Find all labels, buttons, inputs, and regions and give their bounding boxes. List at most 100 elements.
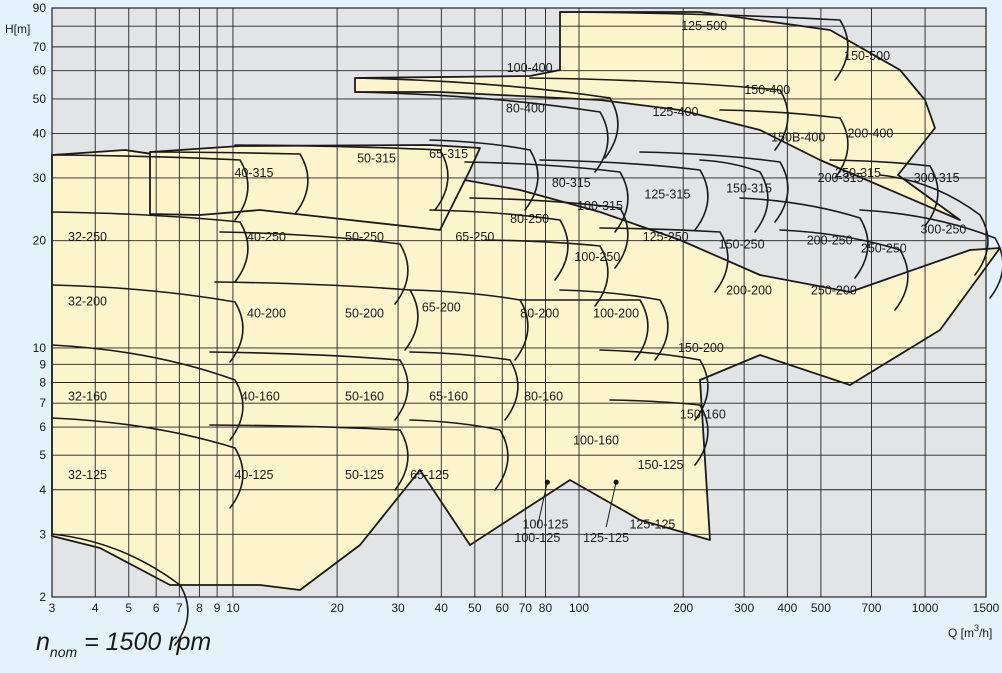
pump-label-100-160: 100-160 <box>573 433 619 447</box>
speed-value: = 1500 rpm <box>77 628 212 656</box>
pump-curve <box>484 239 609 307</box>
x-tick-label: 80 <box>539 601 553 615</box>
y-tick-label: 8 <box>39 376 46 390</box>
pump-curve <box>51 533 189 646</box>
callout-leader <box>605 482 617 528</box>
y-tick-label: 40 <box>33 126 47 140</box>
callout-leader <box>536 482 548 528</box>
y-tick-label: 6 <box>39 420 46 434</box>
pump-label-40-250: 40-250 <box>247 230 286 244</box>
pump-label-65-250: 65-250 <box>455 230 494 244</box>
pump-curve <box>559 11 849 81</box>
pump-label-65-200: 65-200 <box>422 300 461 314</box>
x-tick-label: 70 <box>519 601 533 615</box>
pump-label-32-160: 32-160 <box>68 390 107 404</box>
pump-curve <box>51 154 249 221</box>
x-tick-label: 10 <box>226 601 240 615</box>
pump-label-150-200: 150-200 <box>678 341 724 355</box>
y-tick-label: 7 <box>39 396 46 410</box>
x-tick-label: 6 <box>153 601 160 615</box>
pump-label-80-315: 80-315 <box>552 176 591 190</box>
pump-curve <box>779 229 909 311</box>
pump-label-40-200: 40-200 <box>247 306 286 320</box>
pump-curve <box>859 209 1002 299</box>
pump-curve <box>559 289 669 361</box>
x-tick-label: 60 <box>496 601 510 615</box>
pump-curve <box>469 197 629 269</box>
pump-curve <box>699 159 769 233</box>
pump-curve <box>609 399 709 466</box>
pump-curve <box>529 77 789 151</box>
pump-label-125-125: 125-125 <box>629 517 675 531</box>
pump-curve <box>219 231 409 305</box>
callout-label-125-125: 125-125 <box>583 531 629 545</box>
pump-label-50-200: 50-200 <box>345 306 384 320</box>
pump-curve <box>429 139 539 211</box>
x-tick-label: 400 <box>777 601 797 615</box>
pump-curve <box>429 209 569 281</box>
x-axis-title-text: Q [m <box>948 626 974 640</box>
pump-label-150b-400: 150B-400 <box>771 130 825 144</box>
pump-curve <box>149 151 309 215</box>
y-tick-label: 2 <box>39 590 46 604</box>
pump-label-150-315: 150-315 <box>726 182 772 196</box>
x-tick-label: 300 <box>734 601 754 615</box>
pump-label-200-400: 200-400 <box>847 126 893 140</box>
pump-label-32-200: 32-200 <box>68 295 107 309</box>
callout-dot <box>613 479 619 485</box>
pump-label-150-500: 150-500 <box>844 49 890 63</box>
pump-curve <box>739 197 869 279</box>
pump-curve <box>51 417 244 509</box>
pump-curve <box>879 174 989 276</box>
pump-label-300-250: 300-250 <box>920 223 966 237</box>
x-tick-label: 5 <box>125 601 132 615</box>
y-tick-label: 4 <box>39 483 46 497</box>
pump-curve <box>639 151 789 223</box>
x-tick-label: 200 <box>673 601 693 615</box>
pump-label-150-160: 150-160 <box>680 408 726 422</box>
x-tick-label: 8 <box>196 601 203 615</box>
pump-curve <box>51 344 244 441</box>
pump-curve <box>829 159 939 227</box>
pump-label-65-315: 65-315 <box>429 147 468 161</box>
y-tick-label: 3 <box>39 527 46 541</box>
pump-label-80-160: 80-160 <box>524 390 563 404</box>
pump-label-80-250: 80-250 <box>510 212 549 226</box>
pump-label-250-250: 250-250 <box>861 242 907 256</box>
y-tick-label: 10 <box>33 341 47 355</box>
pump-label-125-250: 125-250 <box>643 230 689 244</box>
x-tick-label: 9 <box>214 601 221 615</box>
pump-label-125-500: 125-500 <box>681 19 727 33</box>
pump-curve <box>209 424 409 491</box>
pump-label-150-250: 150-250 <box>719 238 765 252</box>
x-tick-label: 500 <box>811 601 831 615</box>
y-tick-label: 50 <box>33 92 47 106</box>
pump-curve <box>519 299 649 361</box>
plot-frame <box>51 7 987 598</box>
pump-curve <box>464 161 629 233</box>
x-tick-label: 50 <box>468 601 482 615</box>
operating-region-1 <box>51 149 1001 591</box>
x-tick-label: 100 <box>569 601 589 615</box>
x-axis-title-tail: /h] <box>979 626 992 640</box>
pump-label-50-125: 50-125 <box>345 468 384 482</box>
pump-label-150-400: 150-400 <box>744 83 790 97</box>
pump-curve <box>209 351 409 421</box>
x-tick-label: 40 <box>435 601 449 615</box>
pump-label-80-200: 80-200 <box>520 306 559 320</box>
pump-curve <box>409 419 509 491</box>
x-tick-label: 4 <box>92 601 99 615</box>
x-tick-label: 7 <box>176 601 183 615</box>
y-tick-label: 70 <box>33 40 47 54</box>
x-axis-title: Q [m3/h] <box>948 623 992 640</box>
callout-label-100-125: 100-125 <box>514 531 560 545</box>
x-tick-label: 20 <box>330 601 344 615</box>
pump-label-200-200: 200-200 <box>726 283 772 297</box>
callout-dot <box>544 479 550 485</box>
x-tick-label: 3 <box>49 601 56 615</box>
pump-curve <box>409 351 519 421</box>
pump-curve <box>234 144 449 211</box>
x-tick-label: 1500 <box>973 601 1000 615</box>
